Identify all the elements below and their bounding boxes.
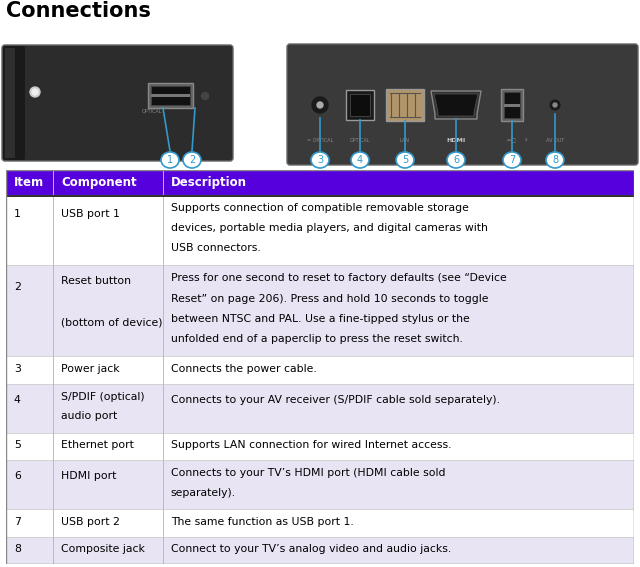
Circle shape	[553, 103, 557, 107]
Text: Item: Item	[14, 176, 44, 189]
Text: 1: 1	[167, 155, 173, 165]
Bar	[386, 89, 424, 121]
Ellipse shape	[447, 152, 465, 168]
Text: 7: 7	[14, 517, 21, 527]
Text: Power jack: Power jack	[61, 364, 120, 374]
Text: between NTSC and PAL. Use a fine-tipped stylus or the: between NTSC and PAL. Use a fine-tipped …	[171, 314, 470, 324]
Text: 6: 6	[14, 471, 21, 481]
FancyBboxPatch shape	[5, 48, 15, 158]
Text: 3: 3	[14, 364, 21, 374]
FancyBboxPatch shape	[3, 46, 25, 160]
Text: 1: 1	[14, 209, 21, 219]
Text: USB port 2: USB port 2	[61, 517, 120, 527]
Bar	[148, 83, 193, 108]
Text: Connects to your AV receiver (S/PDIF cable sold separately).: Connects to your AV receiver (S/PDIF cab…	[171, 395, 500, 405]
Text: ⚬: ⚬	[524, 138, 528, 143]
Text: Connections: Connections	[6, 1, 151, 21]
Circle shape	[30, 87, 40, 97]
Text: USB connectors.: USB connectors.	[171, 243, 260, 253]
Text: 6: 6	[453, 155, 459, 165]
Text: Component: Component	[61, 176, 136, 189]
Bar	[6, 536, 634, 564]
Text: 4: 4	[357, 155, 363, 165]
Text: Ethernet port: Ethernet port	[61, 440, 134, 450]
Text: LAN: LAN	[400, 138, 410, 143]
Bar	[6, 170, 634, 196]
Text: USB port 1: USB port 1	[61, 209, 120, 219]
Circle shape	[312, 97, 328, 113]
Text: = OPTICAL: = OPTICAL	[307, 138, 333, 143]
Text: 8: 8	[14, 544, 21, 554]
Text: OPTICAL: OPTICAL	[141, 109, 163, 114]
Text: 5: 5	[14, 440, 21, 450]
Text: Press for one second to reset to factory defaults (see “Device: Press for one second to reset to factory…	[171, 273, 506, 283]
Text: Supports LAN connection for wired Internet access.: Supports LAN connection for wired Intern…	[171, 440, 451, 450]
FancyBboxPatch shape	[287, 44, 638, 165]
Text: ⇐□: ⇐□	[507, 138, 517, 143]
Ellipse shape	[351, 152, 369, 168]
Bar	[6, 265, 634, 357]
Bar	[346, 90, 374, 120]
Ellipse shape	[503, 152, 521, 168]
Text: Reset button: Reset button	[61, 276, 131, 286]
Text: The same function as USB port 1.: The same function as USB port 1.	[171, 517, 353, 527]
Text: unfolded end of a paperclip to press the reset switch.: unfolded end of a paperclip to press the…	[171, 335, 463, 344]
Text: audio port: audio port	[61, 411, 117, 421]
Bar	[504, 92, 520, 118]
Ellipse shape	[183, 152, 201, 168]
Ellipse shape	[546, 152, 564, 168]
Ellipse shape	[311, 152, 329, 168]
Circle shape	[550, 100, 560, 110]
Bar	[504, 104, 520, 107]
Circle shape	[307, 92, 333, 118]
Text: 5: 5	[402, 155, 408, 165]
Bar	[6, 509, 634, 536]
Bar	[151, 94, 190, 97]
Text: Connects to your TV’s HDMI port (HDMI cable sold: Connects to your TV’s HDMI port (HDMI ca…	[171, 468, 445, 478]
Text: OPTICAL: OPTICAL	[349, 138, 371, 143]
Text: S/PDIF (optical): S/PDIF (optical)	[61, 392, 145, 401]
Text: Description: Description	[171, 176, 247, 189]
Bar	[350, 94, 370, 116]
Bar	[6, 384, 634, 433]
Circle shape	[32, 89, 38, 95]
Text: 3: 3	[317, 155, 323, 165]
Circle shape	[317, 102, 323, 108]
Bar	[6, 196, 634, 197]
Circle shape	[202, 92, 209, 99]
Text: 8: 8	[552, 155, 558, 165]
Text: Connect to your TV’s analog video and audio jacks.: Connect to your TV’s analog video and au…	[171, 544, 451, 554]
Text: Composite jack: Composite jack	[61, 544, 145, 554]
Ellipse shape	[396, 152, 414, 168]
Text: 7: 7	[509, 155, 515, 165]
Bar	[6, 433, 634, 460]
Text: HDMI: HDMI	[446, 138, 466, 143]
Polygon shape	[434, 94, 478, 116]
Text: Supports connection of compatible removable storage: Supports connection of compatible remova…	[171, 203, 468, 213]
Text: Reset” on page 206). Press and hold 10 seconds to toggle: Reset” on page 206). Press and hold 10 s…	[171, 294, 488, 303]
Polygon shape	[431, 91, 481, 119]
Bar	[501, 89, 523, 121]
Text: (bottom of device): (bottom of device)	[61, 317, 163, 327]
FancyBboxPatch shape	[2, 45, 233, 161]
Text: AV OUT: AV OUT	[546, 138, 564, 143]
Text: devices, portable media players, and digital cameras with: devices, portable media players, and dig…	[171, 223, 488, 234]
Text: separately).: separately).	[171, 488, 236, 498]
Ellipse shape	[161, 152, 179, 168]
Text: Connects the power cable.: Connects the power cable.	[171, 364, 316, 374]
Text: 2: 2	[189, 155, 195, 165]
Bar	[151, 86, 190, 105]
Text: 4: 4	[14, 395, 21, 405]
Bar	[6, 357, 634, 384]
Circle shape	[546, 96, 564, 114]
Bar	[6, 196, 634, 265]
Bar	[6, 460, 634, 509]
Text: HDMI port: HDMI port	[61, 471, 116, 481]
Text: 2: 2	[14, 282, 21, 293]
